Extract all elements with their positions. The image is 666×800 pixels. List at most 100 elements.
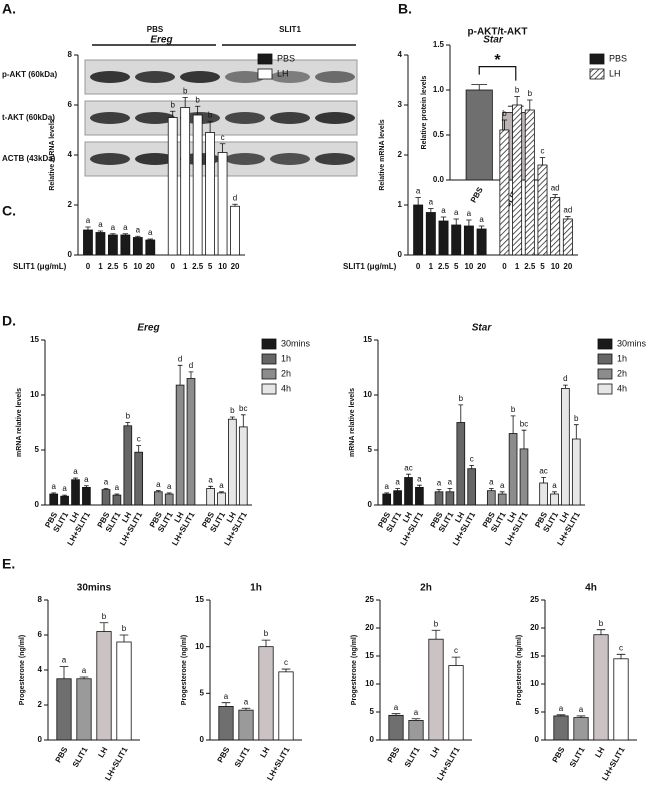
bar — [573, 717, 589, 741]
error-bar — [177, 364, 183, 386]
significance-letter: d — [233, 193, 237, 202]
y-tick-label: 0.5 — [433, 130, 445, 139]
legend-swatch — [597, 338, 613, 350]
significance-letter: a — [62, 484, 67, 493]
x-tick-label: 2.5 — [524, 262, 536, 271]
significance-letter: a — [167, 482, 172, 491]
chart-title: 30mins — [77, 583, 112, 594]
chart-title: 2h — [420, 583, 432, 594]
legend-swatch — [589, 68, 605, 80]
significance-letter: bc — [239, 404, 247, 413]
significance-letter: c — [454, 646, 458, 655]
error-bar — [207, 120, 213, 133]
x-tick-label: 1 — [183, 262, 188, 271]
significance-letter: a — [500, 481, 505, 490]
error-bar — [616, 653, 626, 659]
bar — [428, 638, 444, 741]
y-tick-label: 4 — [68, 150, 73, 159]
blot-band — [225, 112, 265, 124]
bar — [463, 225, 474, 256]
legend-swatch — [261, 383, 277, 395]
significance-letter: b — [126, 412, 131, 421]
x-tick-label: 0 — [86, 262, 91, 271]
error-bar — [194, 105, 201, 115]
significance-letter: b — [574, 414, 579, 423]
blot-group: SLIT1 — [279, 25, 301, 34]
blot-band — [90, 71, 130, 83]
y-tick-label: 10 — [195, 642, 204, 651]
significance-letter: b — [528, 89, 533, 98]
y-tick-label: 5 — [200, 688, 205, 697]
bar — [76, 678, 92, 741]
bar — [56, 678, 72, 741]
legend-swatch — [257, 68, 273, 80]
significance-letter: d — [189, 361, 193, 370]
blot-band — [315, 112, 355, 124]
error-bar — [219, 143, 226, 153]
bar — [217, 152, 228, 256]
y-tick-label: 3 — [398, 100, 403, 109]
y-tick-label: 0 — [35, 500, 40, 509]
bar — [132, 237, 143, 256]
bar — [167, 117, 178, 256]
x-tick-label: 20 — [563, 262, 572, 271]
blot-band — [225, 71, 265, 83]
y-tick-label: 1.0 — [433, 85, 445, 94]
y-tick-label: 0 — [398, 250, 403, 259]
error-bar — [182, 97, 188, 108]
y-tick-label: 0 — [200, 735, 205, 744]
bar — [228, 418, 237, 506]
y-tick-label: 6 — [38, 630, 43, 639]
error-bar — [488, 488, 494, 491]
bar — [60, 495, 69, 506]
y-tick-label: 15 — [363, 335, 372, 344]
significance-letter: b — [230, 406, 235, 415]
bar — [404, 477, 413, 506]
legend-label: 30mins — [281, 338, 311, 348]
legend-label: PBS — [609, 53, 627, 63]
significance-letter: a — [454, 208, 459, 217]
x-tick-label: 20 — [231, 262, 240, 271]
y-axis-label: Relative mRNA levels — [379, 119, 386, 190]
error-bar — [458, 404, 464, 423]
bar — [456, 422, 466, 506]
error-bar — [122, 233, 129, 235]
error-bar — [453, 218, 459, 225]
y-tick-label: 2 — [38, 700, 43, 709]
significance-letter: b — [434, 619, 439, 628]
x-tick-label: SLIT1 — [403, 745, 422, 769]
bar — [593, 634, 609, 741]
significance-letter: ac — [539, 467, 547, 476]
bar — [553, 715, 569, 741]
error-bar — [73, 477, 78, 480]
y-tick-label: 25 — [530, 595, 539, 604]
bar — [438, 220, 449, 256]
x-tick-label: LH — [96, 745, 109, 759]
error-bar — [135, 235, 141, 238]
error-bar — [576, 715, 586, 718]
significance-letter: a — [84, 475, 89, 484]
significance-bracket — [478, 66, 517, 81]
bar — [539, 482, 548, 506]
error-bar — [469, 465, 475, 469]
significance-letter: a — [559, 704, 564, 713]
error-bar — [596, 629, 606, 635]
bar — [445, 491, 455, 506]
y-tick-label: 0 — [370, 735, 375, 744]
bar — [71, 479, 80, 506]
significance-letter: a — [86, 216, 91, 225]
y-tick-label: 2 — [68, 200, 73, 209]
legend-label: 1h — [281, 353, 291, 363]
error-bar — [556, 714, 566, 716]
error-bar — [499, 491, 505, 494]
blot-band — [90, 153, 130, 165]
x-tick-label: LH — [428, 745, 441, 759]
bar — [278, 671, 294, 741]
error-bar — [431, 629, 441, 640]
error-bar — [125, 422, 131, 426]
bar — [153, 491, 163, 506]
x-tick-label: 10 — [464, 262, 473, 271]
blot-band — [270, 153, 310, 165]
y-tick-label: 0 — [368, 500, 373, 509]
significance-letter: b — [515, 86, 520, 95]
